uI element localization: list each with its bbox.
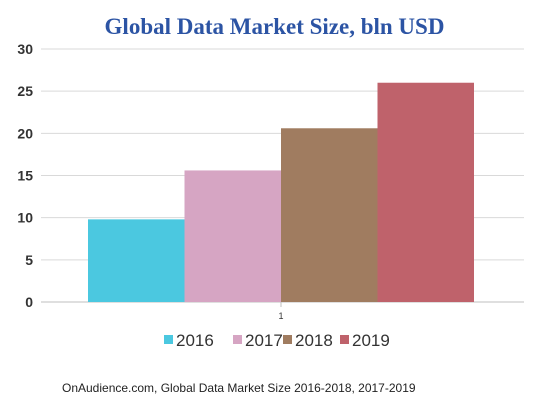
y-tick-label: 10 [17,210,33,226]
y-tick-label: 15 [17,168,33,184]
legend-label-2016: 2016 [176,331,214,350]
bar-2018 [281,128,378,302]
legend-swatch-2019 [340,335,349,344]
bar-2017 [184,170,281,302]
y-tick-label: 30 [17,41,33,57]
legend-label-2018: 2018 [295,331,333,350]
source-note: OnAudience.com, Global Data Market Size … [62,381,416,395]
legend-swatch-2016 [164,335,173,344]
y-tick-label: 25 [17,83,33,99]
chart-title: Global Data Market Size, bln USD [104,14,445,39]
x-tick-label: 1 [278,311,283,321]
legend-label-2017: 2017 [245,331,283,350]
y-tick-label: 0 [25,294,33,310]
bar-2019 [377,82,474,302]
legend-swatch-2017 [233,335,242,344]
y-tick-label: 20 [17,125,33,141]
y-tick-label: 5 [25,252,33,268]
bar-2016 [88,219,185,302]
legend-label-2019: 2019 [352,331,390,350]
legend-swatch-2018 [283,335,292,344]
